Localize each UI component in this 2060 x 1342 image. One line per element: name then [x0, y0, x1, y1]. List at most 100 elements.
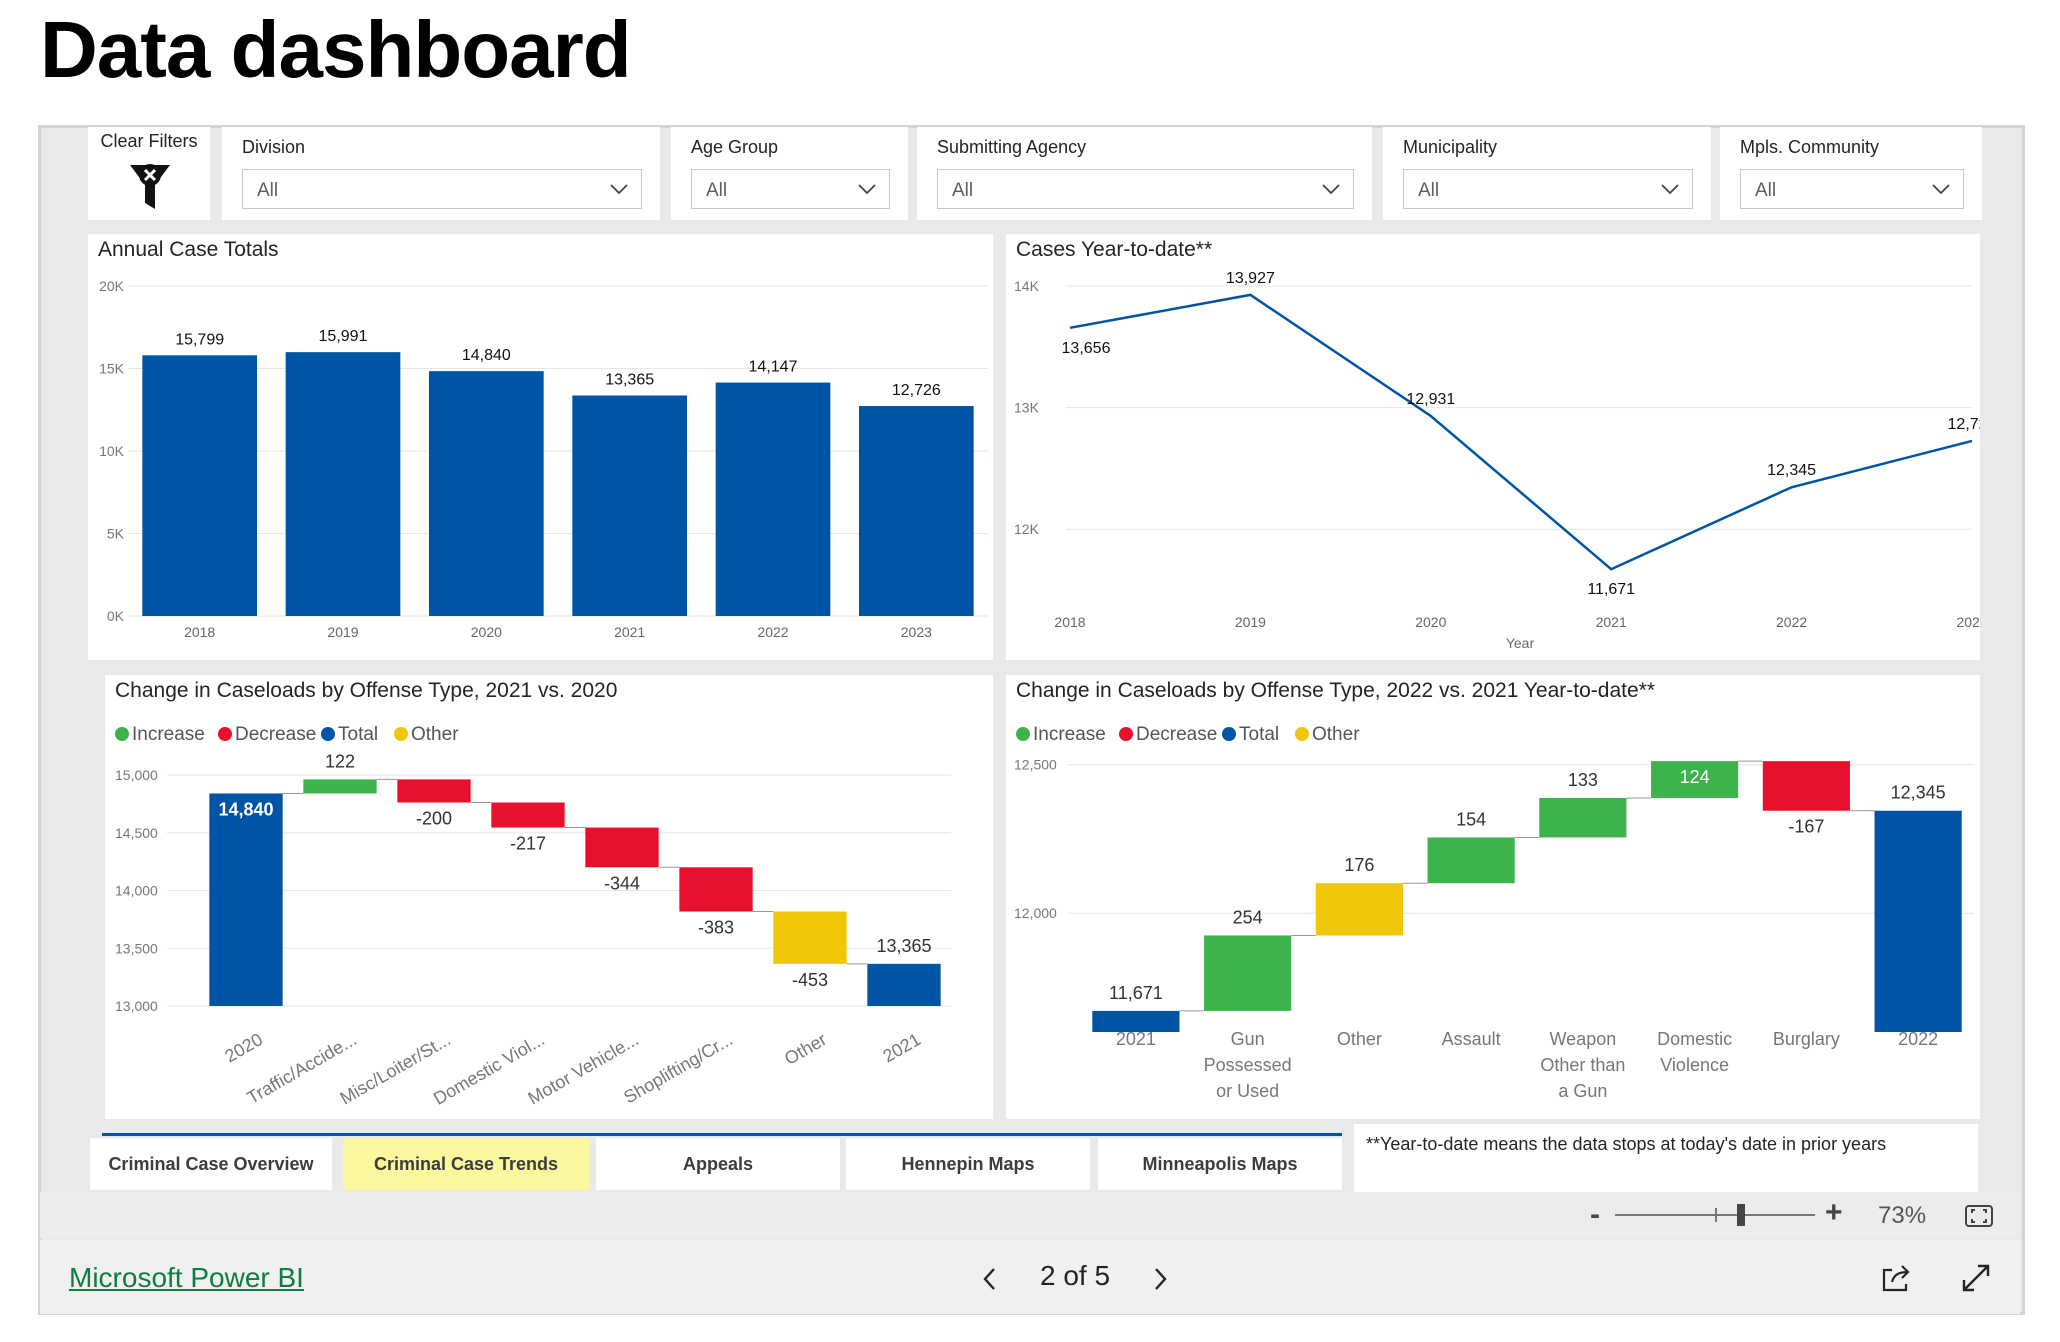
x-tick-label-line: Other than: [1540, 1055, 1625, 1075]
municipality-dropdown[interactable]: All: [1403, 169, 1693, 209]
bar: [715, 382, 831, 616]
waterfall-bar: [679, 867, 753, 912]
cases-ytd-chart: 12K 13K 14K 13,656 2018 13,927 2019 12,931 2020 1…: [1014, 270, 1980, 651]
bar: [572, 395, 687, 616]
annual-case-totals-title: Annual Case Totals: [98, 238, 279, 261]
y-tick-label: 5K: [107, 526, 125, 542]
footnote-text: **Year-to-date means the data stops at t…: [1354, 1124, 1978, 1192]
chevron-down-icon: [1661, 184, 1679, 195]
slicer-mpls-community-label: Mpls. Community: [1740, 137, 1880, 157]
data-label: 14,147: [749, 359, 798, 376]
legend-marker: [1295, 727, 1309, 741]
tab-criminal-case-overview[interactable]: Criminal Case Overview: [90, 1138, 332, 1190]
age-group-dropdown[interactable]: All: [691, 169, 890, 209]
legend-marker: [321, 727, 335, 741]
data-label: 124: [1680, 767, 1710, 787]
waterfall-bar: [1427, 837, 1515, 884]
slicer-division-label: Division: [242, 137, 306, 157]
bar: [142, 355, 257, 616]
y-tick-label: 20K: [99, 278, 125, 294]
x-tick-label: 2018: [1054, 614, 1085, 630]
x-tick-label-line: or Used: [1216, 1081, 1279, 1101]
y-tick-label: 14K: [1014, 278, 1040, 294]
slicer-mpls-community[interactable]: Mpls. Community All: [1720, 127, 1982, 220]
submitting-agency-dropdown[interactable]: All: [937, 169, 1354, 209]
legend-label: Increase: [1033, 724, 1106, 745]
x-tick-label-line: Gun: [1231, 1029, 1265, 1049]
slicer-division[interactable]: Division All: [222, 127, 660, 220]
fit-to-page-icon[interactable]: [1964, 1204, 1994, 1228]
annual-case-totals-card: Annual Case Totals 0K 5K 10K 15K 20K 15,799 20…: [88, 234, 993, 660]
x-tick-label: Assault: [1442, 1029, 1501, 1049]
next-page-icon[interactable]: [1150, 1266, 1170, 1292]
zoom-in-button[interactable]: +: [1825, 1196, 1843, 1229]
waterfall-2021-chart: Increase Decrease Total Other 13,000 13,500 14…: [115, 724, 951, 1109]
slicer-submitting-agency[interactable]: Submitting Agency All: [917, 127, 1372, 220]
x-tick-label: 2020: [221, 1029, 266, 1066]
x-tick-label-line: Violence: [1660, 1055, 1729, 1075]
data-label: 176: [1344, 855, 1374, 875]
x-tick-label-line: Burglary: [1773, 1029, 1840, 1049]
slicer-municipality[interactable]: Municipality All: [1383, 127, 1711, 220]
x-tick-label-line: a Gun: [1558, 1081, 1607, 1101]
clear-filters-button[interactable]: Clear Filters: [88, 127, 210, 220]
data-label: 11,671: [1587, 581, 1635, 598]
waterfall-bar: [1539, 797, 1627, 838]
tab-appeals[interactable]: Appeals: [596, 1138, 840, 1190]
x-tick-label: 2021: [614, 624, 645, 640]
waterfall-bar: [585, 827, 659, 868]
waterfall-bar: [303, 779, 377, 794]
tab-criminal-case-trends[interactable]: Criminal Case Trends: [343, 1138, 589, 1190]
waterfall-bar: [867, 963, 941, 1006]
x-tick-label: 2021: [1596, 614, 1627, 630]
x-tick-label: 2023: [901, 624, 932, 640]
power-bi-link[interactable]: Microsoft Power BI: [69, 1262, 304, 1293]
cases-ytd-title: Cases Year-to-date**: [1016, 238, 1213, 261]
slicer-age-group-label: Age Group: [691, 137, 779, 157]
x-tick-label: 2022: [1898, 1029, 1938, 1049]
annual-case-totals-chart: 0K 5K 10K 15K 20K 15,799 2018 15,991 2019 14,840 2…: [99, 278, 988, 640]
waterfall-bar: [1762, 761, 1850, 811]
fullscreen-icon[interactable]: [1960, 1262, 1992, 1294]
y-tick-label: 12K: [1014, 521, 1040, 537]
zoom-out-button[interactable]: -: [1590, 1198, 1600, 1231]
slicer-age-group[interactable]: Age Group All: [671, 127, 908, 220]
y-tick-label: 12,000: [1014, 905, 1057, 921]
x-tick-label: Other: [781, 1029, 830, 1069]
y-tick-label: 14,000: [115, 883, 158, 899]
bar: [429, 371, 544, 616]
data-label: 154: [1456, 809, 1486, 829]
legend-label: Total: [1239, 724, 1279, 745]
data-label: 12,345: [1891, 783, 1946, 803]
legend-label: Other: [1312, 724, 1360, 745]
data-label: 122: [325, 751, 355, 771]
chevron-down-icon: [858, 184, 876, 195]
data-label: -344: [604, 873, 640, 893]
zoom-slider-thumb[interactable]: [1737, 1204, 1745, 1226]
data-label: 13,365: [605, 371, 654, 388]
previous-page-icon[interactable]: [980, 1266, 1000, 1292]
mpls-community-dropdown[interactable]: All: [1740, 169, 1964, 209]
tab-label: Minneapolis Maps: [1142, 1153, 1298, 1174]
waterfall-2021-title: Change in Caseloads by Offense Type, 202…: [115, 679, 618, 702]
zoom-level: 73%: [1878, 1202, 1927, 1229]
tab-hennepin-maps[interactable]: Hennepin Maps: [846, 1138, 1090, 1190]
bar: [859, 406, 974, 616]
clear-filter-icon: [130, 164, 170, 209]
division-dropdown[interactable]: All: [242, 169, 642, 209]
chevron-down-icon: [1322, 184, 1340, 195]
data-label: 12,726: [1948, 416, 1980, 433]
data-label: 254: [1233, 907, 1263, 927]
tab-strip-accent: [102, 1133, 1342, 1136]
y-tick-label: 15,000: [115, 767, 158, 783]
zoom-bar: - + 73%: [40, 1192, 2020, 1238]
share-icon[interactable]: [1880, 1262, 1914, 1294]
data-label: -200: [416, 808, 452, 828]
x-tick-label: Weapon Other than a Gun: [1540, 1029, 1625, 1101]
submitting-agency-value: All: [952, 180, 974, 201]
data-label: 13,927: [1226, 270, 1275, 287]
zoom-slider[interactable]: [1615, 1204, 1815, 1226]
waterfall-2022-title: Change in Caseloads by Offense Type, 202…: [1016, 679, 1656, 702]
tab-minneapolis-maps[interactable]: Minneapolis Maps: [1098, 1138, 1342, 1190]
x-tick-label-line: Domestic: [1657, 1029, 1732, 1049]
